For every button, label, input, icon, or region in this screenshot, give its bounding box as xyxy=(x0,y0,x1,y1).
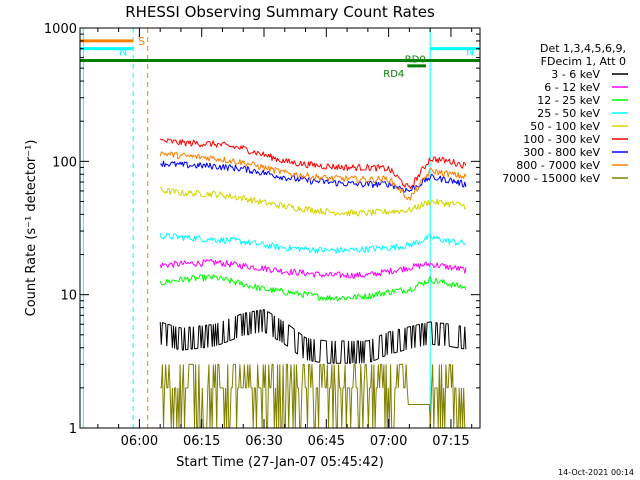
legend-entry-label: 7000 - 15000 keV xyxy=(502,172,600,185)
y-axis: 1 10 100 1000 xyxy=(44,22,480,437)
x-axis-label: Start Time (27-Jan-07 05:45:42) xyxy=(176,455,384,470)
legend-entry-label: 300 - 800 keV xyxy=(523,146,600,159)
y-axis-label: Count Rate (s⁻¹ detector⁻¹) xyxy=(24,140,39,317)
series-line xyxy=(159,232,467,254)
date-stamp: 14-Oct-2021 00:14 xyxy=(558,468,634,477)
legend-entry-label: 25 - 50 keV xyxy=(537,107,600,120)
y-tick-label: 1000 xyxy=(44,22,77,37)
y-tick-label: 100 xyxy=(52,155,77,170)
y-tick-label: 10 xyxy=(60,289,77,304)
series-line xyxy=(160,363,466,429)
flag-label: RD0 xyxy=(405,55,426,66)
flag-label: RD4 xyxy=(383,69,404,80)
y-tick-label: 1 xyxy=(69,422,77,437)
series-line xyxy=(159,309,467,364)
x-tick-label: 06:00 xyxy=(121,434,158,449)
x-tick-label: 07:15 xyxy=(432,434,469,449)
series-line xyxy=(159,151,467,201)
legend-header: Det 1,3,4,5,6,9, xyxy=(540,42,626,55)
x-tick-label: 06:45 xyxy=(308,434,345,449)
x-tick-label: 07:00 xyxy=(370,434,407,449)
legend: Det 1,3,4,5,6,9,FDecim 1, Att 03 - 6 keV… xyxy=(502,42,628,185)
legend-entry-label: 50 - 100 keV xyxy=(530,120,600,133)
flag-label: N xyxy=(466,46,474,59)
legend-entry-label: 800 - 7000 keV xyxy=(516,159,600,172)
x-tick-label: 06:30 xyxy=(245,434,282,449)
flag-label: N xyxy=(119,46,127,59)
flag-label: S xyxy=(138,35,145,48)
legend-header: FDecim 1, Att 0 xyxy=(541,55,626,68)
series-line xyxy=(159,186,467,217)
series-line xyxy=(159,258,467,280)
legend-entry-label: 12 - 25 keV xyxy=(537,94,600,107)
series-line xyxy=(159,273,467,302)
legend-entry-label: 3 - 6 keV xyxy=(551,68,600,81)
x-axis: 06:00 06:15 06:30 06:45 07:00 07:15 xyxy=(97,28,473,449)
x-tick-label: 06:15 xyxy=(183,434,220,449)
series-line xyxy=(159,138,467,189)
chart-title: RHESSI Observing Summary Count Rates xyxy=(125,3,435,21)
legend-entry-label: 6 - 12 keV xyxy=(544,81,600,94)
legend-entry-label: 100 - 300 keV xyxy=(523,133,600,146)
plot-frame xyxy=(79,27,481,429)
